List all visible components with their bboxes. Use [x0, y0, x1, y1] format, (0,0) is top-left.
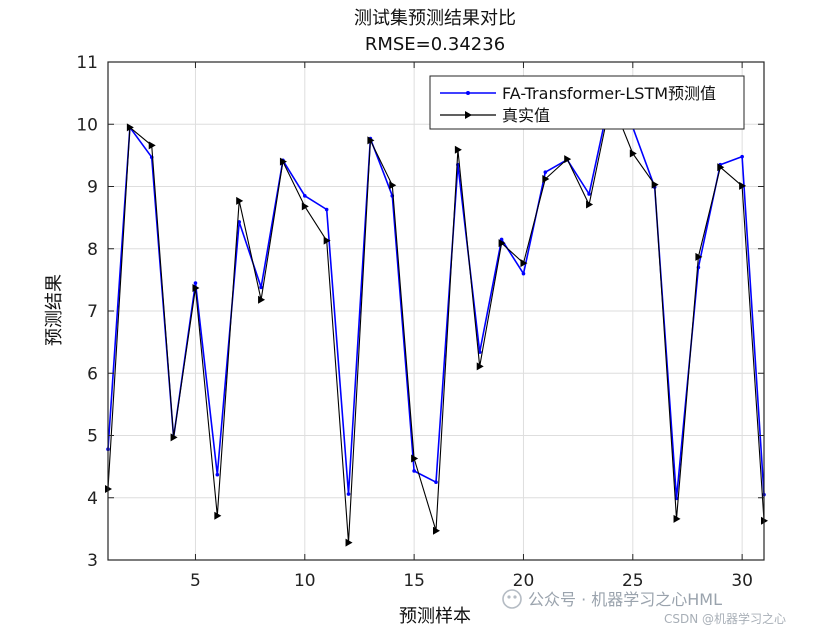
legend: FA-Transformer-LSTM预测值 真实值 [429, 75, 745, 130]
data-point-actual [367, 136, 375, 145]
y-tick-label: 5 [87, 427, 98, 447]
ticks [108, 61, 764, 561]
data-point-actual [454, 145, 462, 154]
watermark: 公众号 · 机器学习之心HML CSDN @机器学习之心 [502, 589, 786, 626]
data-point-actual [651, 180, 659, 189]
x-tick-label: 15 [403, 571, 425, 591]
x-tick-label: 25 [622, 571, 644, 591]
y-tick-label: 10 [76, 115, 98, 135]
data-point-actual [476, 362, 484, 371]
data-point-predicted [215, 472, 220, 477]
data-point-actual [542, 175, 550, 184]
wechat-logo-icon-inner2 [513, 595, 517, 599]
data-point-actual [301, 202, 309, 211]
y-tick-label: 3 [87, 551, 98, 571]
wechat-logo-icon-inner [507, 595, 511, 599]
data-point-predicted [543, 170, 548, 174]
chart-subtitle: RMSE=0.34236 [365, 34, 505, 55]
data-point-predicted [412, 469, 416, 473]
data-point-actual [258, 295, 266, 304]
legend-box [429, 75, 745, 130]
data-point-predicted [324, 207, 329, 212]
data-point-actual [695, 252, 703, 261]
data-point-actual [673, 514, 681, 523]
data-point-actual [345, 538, 353, 547]
wechat-logo-icon [502, 589, 522, 609]
data-point-actual [739, 181, 747, 190]
data-point-actual [629, 149, 637, 158]
data-point-predicted [587, 192, 591, 196]
legend-label-actual: 真实值 [502, 106, 550, 125]
data-point-actual [214, 511, 222, 520]
tick-labels: 5 10 15 20 25 30 3 4 5 6 7 8 9 10 11 [76, 53, 753, 591]
data-point-actual [170, 433, 178, 442]
chart-title: 测试集预测结果对比 [354, 8, 516, 29]
data-point-actual [564, 155, 572, 164]
data-point-predicted [303, 194, 307, 198]
data-point-actual [717, 163, 725, 172]
data-point-actual [236, 196, 244, 205]
data-point-predicted [193, 281, 198, 285]
data-point-actual [126, 123, 134, 132]
data-point-predicted [740, 154, 744, 159]
y-tick-label: 7 [87, 302, 98, 322]
legend-marker-predicted [466, 91, 470, 95]
y-tick-label: 6 [87, 364, 98, 384]
data-point-actual [411, 454, 419, 463]
x-tick-label: 5 [190, 571, 201, 591]
x-tick-label: 20 [513, 571, 535, 591]
data-point-actual [586, 200, 594, 209]
legend-label-predicted: FA-Transformer-LSTM预测值 [502, 84, 716, 103]
watermark-small-text: CSDN @机器学习之心 [664, 611, 786, 626]
data-point-actual [389, 181, 397, 190]
y-tick-label: 9 [87, 178, 98, 198]
y-tick-label: 8 [87, 240, 98, 260]
data-point-actual [433, 526, 440, 535]
x-axis-label: 预测样本 [399, 606, 471, 627]
data-point-predicted [346, 492, 351, 496]
data-point-actual [498, 239, 506, 248]
data-point-predicted [259, 285, 263, 290]
y-tick-label: 11 [76, 53, 98, 73]
data-point-actual [192, 283, 200, 292]
y-tick-label: 4 [87, 489, 98, 509]
data-point-actual [148, 141, 156, 150]
data-point-actual [323, 236, 331, 245]
data-point-predicted [521, 271, 526, 276]
y-axis-label: 预测结果 [44, 274, 65, 346]
x-tick-label: 10 [294, 571, 316, 591]
data-point-actual [279, 157, 287, 166]
data-point-predicted [499, 237, 504, 242]
watermark-text: 公众号 · 机器学习之心HML [528, 590, 722, 609]
data-point-predicted [434, 480, 438, 484]
x-tick-label: 30 [731, 571, 753, 591]
legend-marker-actual [465, 111, 472, 119]
data-point-actual [520, 259, 528, 268]
